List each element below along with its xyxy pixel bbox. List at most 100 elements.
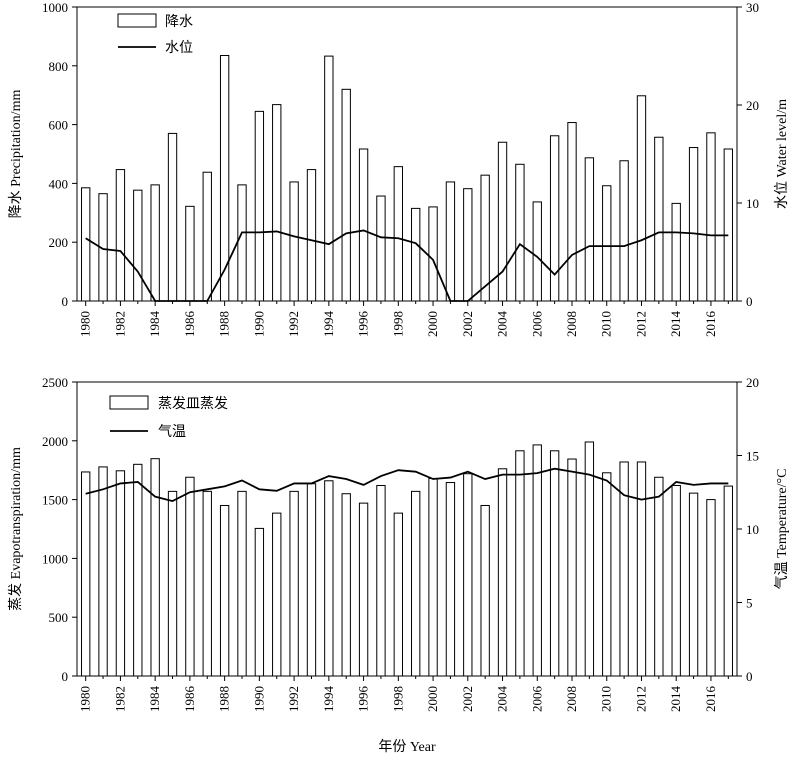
bar xyxy=(254,110,265,302)
bar xyxy=(706,132,716,302)
bar xyxy=(237,490,247,677)
bar xyxy=(393,512,403,677)
y-tick-label: 800 xyxy=(49,59,69,74)
bar xyxy=(81,471,91,677)
x-tick-label: 1994 xyxy=(321,686,336,713)
bar xyxy=(98,466,108,677)
bar xyxy=(81,187,91,302)
y-right-tick-label: 20 xyxy=(746,98,759,113)
bar xyxy=(167,490,178,677)
x-tick-label: 1984 xyxy=(147,686,162,713)
bar xyxy=(723,148,733,302)
y-right-tick-label: 15 xyxy=(746,449,759,464)
x-tick-label: 2014 xyxy=(668,686,683,713)
x-tick-label: 2010 xyxy=(599,686,614,712)
y-right-tick-label: 5 xyxy=(746,596,753,611)
plot-frame xyxy=(76,6,738,302)
legend-precipitation-label: 降水 xyxy=(165,14,193,30)
bar xyxy=(376,195,386,302)
right-y-ticks: 0 5 10 15 20 xyxy=(737,375,759,684)
x-tick-label: 2006 xyxy=(529,686,544,713)
bar xyxy=(463,473,473,677)
x-tick-label: 2000 xyxy=(425,311,440,337)
y-right-tick-label: 10 xyxy=(746,196,759,211)
bar xyxy=(480,174,490,302)
right-y-axis-title: 气温 Temperature/°C xyxy=(774,469,790,590)
y-tick-label: 0 xyxy=(62,669,69,684)
bar xyxy=(133,463,143,677)
bar xyxy=(602,472,612,677)
bar xyxy=(584,441,595,677)
bar xyxy=(202,171,212,302)
x-tick-label: 1982 xyxy=(112,311,127,337)
bar xyxy=(463,188,473,302)
x-tick-label: 1990 xyxy=(251,311,266,337)
bar xyxy=(688,147,699,302)
bar xyxy=(428,206,438,302)
bar xyxy=(532,444,542,677)
x-tick-label: 1982 xyxy=(112,686,127,712)
y-tick-label: 1500 xyxy=(42,493,68,508)
bar xyxy=(602,185,612,302)
bar xyxy=(341,88,351,302)
bar xyxy=(219,504,230,677)
bar xyxy=(549,450,560,677)
right-y-ticks: 0 10 20 30 xyxy=(737,0,759,309)
x-tick-label: 2012 xyxy=(633,686,648,712)
bar xyxy=(115,470,126,677)
bar xyxy=(306,483,317,677)
bar xyxy=(167,132,178,302)
legend-bar-swatch xyxy=(109,395,149,410)
evaporation-bars xyxy=(81,441,733,677)
bar xyxy=(688,492,699,677)
x-tick-label: 1994 xyxy=(321,311,336,338)
bar xyxy=(358,148,369,302)
bar xyxy=(567,122,577,302)
y-tick-label: 2500 xyxy=(42,375,68,390)
y-tick-label: 200 xyxy=(49,235,69,250)
bar xyxy=(324,55,334,302)
bar xyxy=(185,476,195,677)
bar xyxy=(150,458,160,677)
bar xyxy=(411,207,421,302)
y-right-tick-label: 0 xyxy=(746,669,753,684)
bar xyxy=(272,512,282,677)
legend-bar-swatch xyxy=(117,13,157,28)
legend: 降水 水位 xyxy=(117,13,193,56)
x-ticks: 1980 1982 1984 1986 1988 1990 1992 1994 1996 1998… xyxy=(78,676,729,712)
left-y-axis-title: 降水 Precipitation/mm xyxy=(8,90,24,219)
y-right-tick-label: 10 xyxy=(746,522,759,537)
bar xyxy=(289,181,299,302)
precipitation-bars xyxy=(81,55,733,302)
bar xyxy=(445,181,456,302)
bar xyxy=(428,477,438,677)
x-tick-label: 2016 xyxy=(703,686,718,713)
legend-temperature-label: 气温 xyxy=(158,424,186,440)
x-tick-label: 1980 xyxy=(78,686,93,712)
x-tick-label: 2004 xyxy=(495,311,510,338)
bar xyxy=(202,490,212,677)
bar xyxy=(133,189,143,302)
bar xyxy=(324,480,334,677)
bar xyxy=(636,461,647,677)
y-tick-label: 2000 xyxy=(42,434,68,449)
bar xyxy=(654,476,664,677)
y-tick-label: 600 xyxy=(49,118,69,133)
x-tick-label: 1988 xyxy=(217,311,232,337)
y-tick-label: 400 xyxy=(49,176,69,191)
bar xyxy=(584,157,595,302)
y-tick-label: 1000 xyxy=(42,551,68,566)
x-tick-label: 1990 xyxy=(251,686,266,712)
x-tick-label: 2014 xyxy=(668,311,683,338)
bar xyxy=(671,202,681,302)
bar xyxy=(411,490,421,677)
y-tick-label: 1000 xyxy=(42,0,68,15)
x-tick-label: 2006 xyxy=(529,311,544,338)
bar xyxy=(272,104,282,302)
legend: 蒸发皿蒸发 气温 xyxy=(109,395,228,440)
bar xyxy=(289,490,299,677)
y-right-tick-label: 30 xyxy=(746,0,759,15)
